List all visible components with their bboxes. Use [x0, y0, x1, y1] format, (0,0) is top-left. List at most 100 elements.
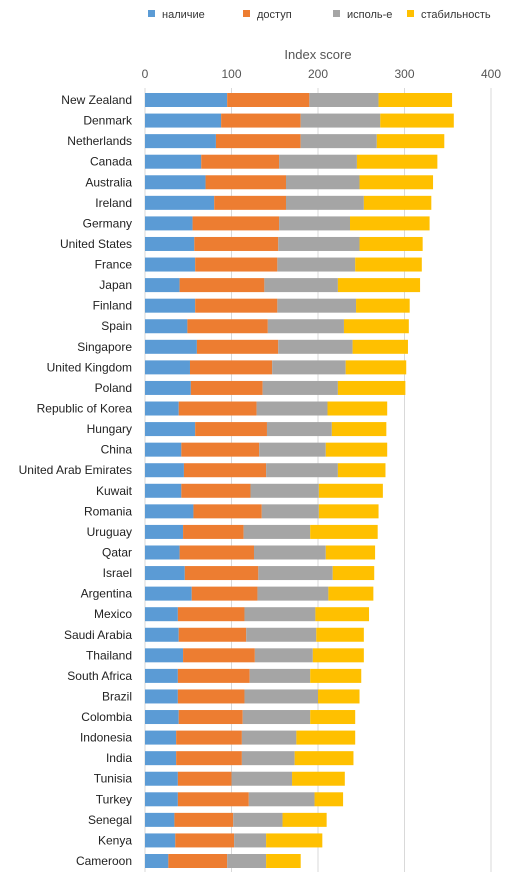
- category-label: Mexico: [94, 607, 132, 621]
- bar-segment: [215, 134, 301, 149]
- category-label: Japan: [99, 278, 132, 292]
- bar-segment: [355, 257, 422, 272]
- bar-segment: [145, 339, 197, 354]
- category-label: United Arab Emirates: [19, 463, 132, 477]
- bar-row: [145, 668, 362, 683]
- bar-segment: [328, 586, 374, 601]
- bar-segment: [264, 278, 338, 293]
- category-label: Tunisia: [94, 772, 133, 786]
- category-label: United States: [60, 237, 132, 251]
- bar-row: [145, 771, 345, 786]
- bar-row: [145, 154, 438, 169]
- bar-segment: [300, 113, 381, 128]
- bar-segment: [233, 812, 283, 827]
- bar-segment: [248, 792, 315, 807]
- bar-segment: [310, 524, 378, 539]
- category-label: Turkey: [96, 792, 132, 806]
- x-tick-label: 100: [221, 67, 241, 81]
- bar-segment: [178, 710, 243, 725]
- bar-segment: [145, 566, 185, 581]
- bar-segment: [337, 463, 386, 478]
- bar-segment: [145, 93, 228, 107]
- bar-segment: [145, 854, 169, 868]
- bar-segment: [318, 483, 383, 498]
- category-label: South Africa: [67, 669, 132, 683]
- bar-row: [145, 216, 430, 231]
- bar-segment: [257, 586, 329, 601]
- bar-segment: [314, 792, 344, 807]
- bar-segment: [310, 668, 362, 683]
- bar-segment: [145, 154, 202, 169]
- category-label: Brazil: [102, 689, 132, 703]
- legend: наличие доступ исполь-е стабильность: [148, 9, 491, 21]
- bar-segment: [359, 175, 434, 190]
- bar-segment: [337, 380, 406, 395]
- bar-segment: [179, 545, 254, 560]
- bar-segment: [145, 730, 177, 745]
- bar-segment: [145, 380, 191, 395]
- bar-segment: [318, 689, 360, 704]
- bar-segment: [145, 113, 222, 128]
- bar-segment: [178, 401, 257, 416]
- legend-swatch: [333, 10, 340, 17]
- bar-row: [145, 442, 388, 457]
- bar-segment: [145, 442, 182, 457]
- category-label: Spain: [101, 319, 132, 333]
- bar-row: [145, 812, 327, 827]
- category-label: United Kingdom: [47, 360, 132, 374]
- bar-row: [145, 504, 379, 519]
- bar-segment: [145, 792, 178, 807]
- bar-segment: [243, 524, 311, 539]
- bar-segment: [277, 298, 357, 313]
- bar-row: [145, 710, 356, 725]
- bar-segment: [266, 463, 338, 478]
- bar-segment: [195, 298, 278, 313]
- bars: [145, 93, 454, 868]
- category-label: Denmark: [83, 114, 133, 128]
- bar-segment: [145, 586, 192, 601]
- category-label: Kuwait: [96, 484, 133, 498]
- bar-segment: [285, 195, 364, 210]
- bar-segment: [227, 854, 267, 868]
- bar-row: [145, 607, 370, 622]
- x-tick-label: 0: [142, 67, 149, 81]
- bar-segment: [145, 319, 188, 334]
- bar-segment: [145, 360, 190, 375]
- bar-segment: [168, 854, 228, 868]
- category-label: Israel: [103, 566, 132, 580]
- bar-row: [145, 401, 388, 416]
- bar-row: [145, 833, 323, 848]
- bar-segment: [177, 792, 249, 807]
- legend-item: наличие: [148, 9, 205, 21]
- bar-segment: [267, 319, 344, 334]
- category-label: Ireland: [95, 196, 132, 210]
- bar-segment: [176, 751, 242, 766]
- bar-segment: [196, 339, 279, 354]
- bar-segment: [363, 195, 432, 210]
- category-label: China: [101, 443, 133, 457]
- bar-segment: [378, 93, 453, 107]
- bar-segment: [174, 812, 234, 827]
- bar-segment: [221, 113, 301, 128]
- legend-item: доступ: [243, 9, 292, 21]
- bar-segment: [145, 545, 180, 560]
- bar-segment: [244, 607, 316, 622]
- category-label: Uruguay: [87, 525, 132, 539]
- bar-segment: [262, 380, 338, 395]
- category-label: Argentina: [81, 587, 133, 601]
- bar-row: [145, 236, 423, 251]
- bar-segment: [278, 236, 360, 251]
- bar-segment: [296, 730, 356, 745]
- bar-segment: [258, 566, 333, 581]
- bar-segment: [184, 566, 259, 581]
- bar-segment: [327, 401, 388, 416]
- bar-segment: [145, 298, 196, 313]
- x-tick-label: 300: [394, 67, 414, 81]
- bar-segment: [181, 483, 251, 498]
- bar-segment: [183, 648, 255, 663]
- category-label: Kenya: [98, 833, 132, 847]
- bar-row: [145, 278, 421, 293]
- bar-segment: [266, 422, 332, 437]
- bar-segment: [175, 833, 235, 848]
